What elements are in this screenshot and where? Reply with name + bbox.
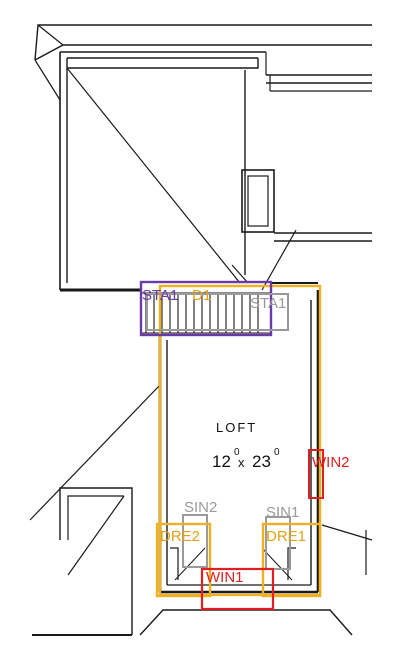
d1-label: D1 (192, 287, 211, 304)
upper-wall-outline (34, 24, 372, 61)
win2-box (308, 449, 324, 499)
annotation-boxes (139, 280, 324, 611)
bottom-right-wall (139, 609, 353, 636)
lower-right-diag (321, 524, 373, 541)
room-name: LOFT (216, 420, 257, 435)
left-roof-diag (29, 384, 161, 521)
sta1-gray-box (146, 293, 289, 331)
mid-right-diag (261, 229, 297, 291)
annotation-labels: STA1 D1 STA1 WIN2 SIN2 SIN1 DRE2 DRE1 WI… (142, 287, 350, 586)
chimney-outer (241, 169, 275, 233)
upper-left-diag (34, 59, 61, 101)
sta1-gray-label: STA1 (250, 295, 286, 312)
mid-right-diag-2 (231, 264, 249, 284)
left-niche-fixture (170, 547, 179, 580)
sin2-label: SIN2 (184, 499, 217, 516)
dre2-box (155, 522, 212, 598)
lower-left-wall (59, 487, 133, 635)
dre2-label: DRE2 (160, 528, 200, 545)
sin1-label: SIN1 (266, 504, 299, 521)
upper-right-corner (67, 58, 259, 69)
lower-left-diag (67, 495, 125, 576)
room-dim-sep: x (238, 455, 245, 470)
d1-box (158, 284, 322, 597)
room-dim-length: 23 (252, 452, 271, 471)
win2-label: WIN2 (312, 454, 350, 471)
sta1-label: STA1 (142, 287, 178, 304)
upper-room-diagonal (66, 67, 241, 284)
sta1-box (139, 280, 273, 337)
dre1-box (261, 522, 322, 598)
sin2-box (182, 514, 208, 568)
sin1-box (265, 516, 291, 570)
win1-box (200, 567, 275, 611)
room-dim-width: 12 (212, 452, 231, 471)
room-dim-length-sup: 0 (274, 447, 280, 458)
left-niche-diag (174, 547, 206, 581)
dre1-label: DRE1 (266, 528, 306, 545)
loft-room-label: LOFT 12 0 x 23 0 (212, 420, 280, 471)
chimney-inner (247, 175, 269, 227)
lower-left-wall-inner (67, 495, 124, 540)
win1-label: WIN1 (206, 569, 244, 586)
room-dim-width-sup: 0 (234, 447, 240, 458)
upper-diag-a (37, 24, 64, 46)
